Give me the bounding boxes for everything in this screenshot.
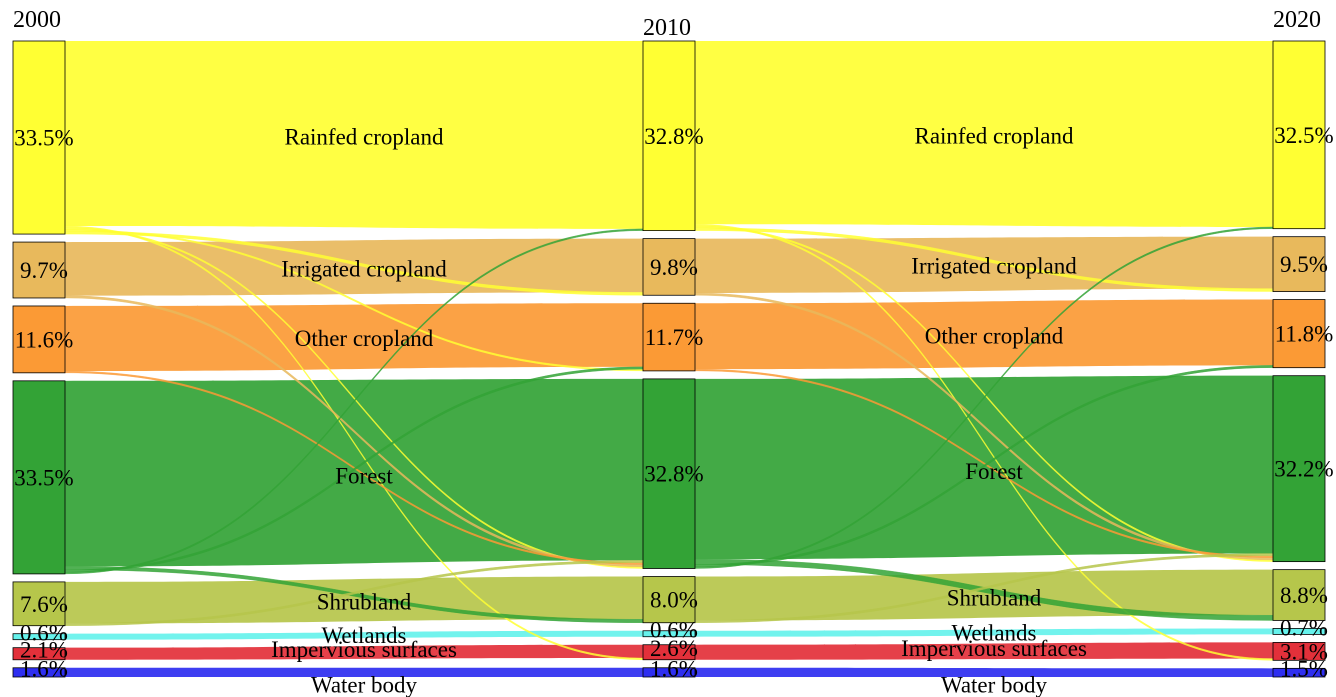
category-label-wetlands-2010-2020: Wetlands xyxy=(951,621,1036,646)
category-label-water-body-2000-2010: Water body xyxy=(311,672,418,697)
category-label-forest-2010-2020: Forest xyxy=(965,459,1023,484)
share-label-impervious-surfaces-2010: 2.6% xyxy=(650,636,698,661)
category-label-rainfed-cropland-2000-2010: Rainfed cropland xyxy=(284,125,444,150)
category-label-forest-2000-2010: Forest xyxy=(335,464,393,489)
category-label-irrigated-cropland-2010-2020: Irrigated cropland xyxy=(911,254,1077,279)
node-impervious-surfaces-2010 xyxy=(642,644,696,661)
node-irrigated-cropland-2010 xyxy=(642,238,696,296)
flow-shrubland-2010-2020 xyxy=(695,569,1273,621)
flows-change xyxy=(64,223,1274,661)
node-other-cropland-2020 xyxy=(1272,299,1326,369)
share-label-other-cropland-2010: 11.7% xyxy=(645,325,704,350)
category-label-shrubland-2000-2010: Shrubland xyxy=(317,590,412,615)
share-label-other-cropland-2000: 11.6% xyxy=(15,327,74,352)
share-label-impervious-surfaces-2020: 3.1% xyxy=(1280,639,1328,664)
category-label-wetlands-2000-2010: Wetlands xyxy=(321,623,406,648)
flow-other-cropland-2010-2020 xyxy=(695,299,1273,370)
flow-irrigated-cropland-2010-2020 xyxy=(695,236,1273,293)
share-label-wetlands-2020: 0.7% xyxy=(1280,615,1328,640)
category-label-other-cropland-2010-2020: Other cropland xyxy=(925,323,1064,348)
node-rainfed-cropland-2010 xyxy=(642,40,696,232)
flow-impervious-surfaces-2010-2020 xyxy=(695,642,1273,660)
node-forest-2020 xyxy=(1272,375,1326,563)
year-label-2020: 2020 xyxy=(1273,7,1321,33)
node-shrubland-2000 xyxy=(12,581,66,627)
flow-shrubland-2000-2010 xyxy=(65,576,643,624)
nodes xyxy=(12,40,1326,678)
node-water-body-2010 xyxy=(642,667,696,678)
year-label-2000: 2000 xyxy=(13,7,61,33)
category-label-other-cropland-2000-2010: Other cropland xyxy=(295,326,434,351)
flow-rainfed-cropland-2000-2010 xyxy=(65,41,643,229)
share-label-irrigated-cropland-2020: 9.5% xyxy=(1280,252,1328,277)
flows-main xyxy=(65,41,1273,677)
share-label-forest-2010: 32.8% xyxy=(644,462,703,487)
share-label-forest-2020: 32.2% xyxy=(1274,457,1333,482)
share-label-other-cropland-2020: 11.8% xyxy=(1275,322,1334,347)
node-impervious-surfaces-2020 xyxy=(1272,642,1326,661)
share-label-shrubland-2020: 8.8% xyxy=(1280,583,1328,608)
share-label-wetlands-2010: 0.6% xyxy=(650,618,698,643)
node-irrigated-cropland-2020 xyxy=(1272,236,1326,292)
share-label-water-body-2020: 1.5% xyxy=(1280,657,1328,682)
node-other-cropland-2000 xyxy=(12,305,66,374)
share-label-wetlands-2000: 0.6% xyxy=(20,621,68,646)
year-label-2010: 2010 xyxy=(643,15,691,41)
share-label-shrubland-2000: 7.6% xyxy=(20,592,68,617)
category-label-impervious-surfaces-2000-2010: Impervious surfaces xyxy=(271,637,457,662)
share-label-forest-2000: 33.5% xyxy=(14,465,73,490)
node-irrigated-cropland-2000 xyxy=(12,241,66,299)
share-label-impervious-surfaces-2000: 2.1% xyxy=(20,638,68,663)
flow-water-body-2010-2020 xyxy=(695,667,1273,677)
node-shrubland-2020 xyxy=(1272,569,1326,621)
category-label-rainfed-cropland-2010-2020: Rainfed cropland xyxy=(914,123,1074,148)
labels: 2000 2010 202033.5%9.7%11.6%33.5%7.6%0.6%2… xyxy=(13,7,1334,697)
share-label-water-body-2010: 1.6% xyxy=(650,656,698,681)
node-wetlands-2000 xyxy=(12,633,66,641)
node-impervious-surfaces-2000 xyxy=(12,647,66,661)
node-shrubland-2010 xyxy=(642,576,696,624)
node-rainfed-cropland-2000 xyxy=(12,40,66,235)
node-wetlands-2010 xyxy=(642,630,696,638)
flow-irrigated-cropland-2000-2010 xyxy=(65,238,643,296)
share-label-rainfed-cropland-2000: 33.5% xyxy=(14,126,73,151)
node-forest-2010 xyxy=(642,378,696,569)
node-other-cropland-2010 xyxy=(642,302,696,372)
share-label-irrigated-cropland-2000: 9.7% xyxy=(20,258,68,283)
share-label-water-body-2000: 1.6% xyxy=(20,656,68,681)
node-rainfed-cropland-2020 xyxy=(1272,40,1326,230)
flow-rainfed-cropland-2010-2020 xyxy=(695,41,1273,227)
flow-wetlands-2000-2010 xyxy=(65,630,643,640)
category-label-irrigated-cropland-2000-2010: Irrigated cropland xyxy=(281,256,447,281)
flow-wetlands-2010-2020 xyxy=(695,628,1273,637)
share-label-irrigated-cropland-2010: 9.8% xyxy=(650,255,698,280)
flow-forest-2000-2010 xyxy=(65,378,643,567)
node-wetlands-2020 xyxy=(1272,628,1326,635)
category-label-impervious-surfaces-2010-2020: Impervious surfaces xyxy=(901,636,1087,661)
node-water-body-2020 xyxy=(1272,667,1326,678)
node-water-body-2000 xyxy=(12,667,66,678)
share-label-rainfed-cropland-2010: 32.8% xyxy=(644,124,703,149)
node-forest-2000 xyxy=(12,380,66,575)
share-label-rainfed-cropland-2020: 32.5% xyxy=(1274,123,1333,148)
flow-impervious-surfaces-2000-2010 xyxy=(65,644,643,660)
category-label-water-body-2010-2020: Water body xyxy=(941,673,1048,697)
share-label-shrubland-2010: 8.0% xyxy=(650,588,698,613)
flow-water-body-2000-2010 xyxy=(65,667,643,677)
category-label-shrubland-2010-2020: Shrubland xyxy=(947,585,1042,610)
